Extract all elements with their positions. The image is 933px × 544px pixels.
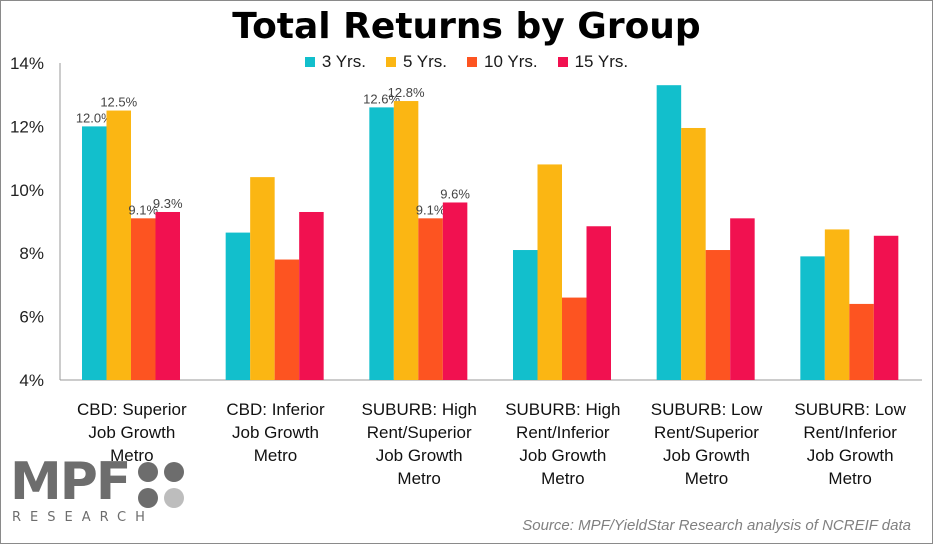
y-tick-label: 12% (10, 117, 44, 136)
x-category-label: Metro (397, 469, 440, 488)
chart-title: Total Returns by Group (232, 6, 701, 47)
legend-label-5yrs: 5 Yrs. (402, 52, 448, 71)
x-category-label: Rent/Superior (367, 423, 472, 442)
x-category-label: Metro (541, 469, 584, 488)
y-tick-label: 8% (19, 244, 44, 263)
legend-label-3yrs: 3 Yrs. (321, 52, 366, 71)
legend-item-15yrs: 15 Yrs. (557, 52, 629, 72)
data-label: 12.0% (76, 110, 113, 125)
x-category-label: CBD: Inferior (226, 400, 325, 419)
legend-swatch-15yrs (557, 57, 568, 67)
bar-5yrs (537, 164, 562, 380)
mpf-research-logo: MPF RESEARCH (8, 452, 198, 530)
bar-15yrs (586, 226, 611, 380)
legend-swatch-10yrs (467, 57, 478, 67)
bar-15yrs (155, 211, 180, 380)
legend-label-10yrs: 10 Yrs. (484, 52, 538, 71)
y-tick-label: 10% (10, 181, 44, 200)
chart-legend: 3 Yrs. 5 Yrs. 10 Yrs. 15 Yrs. (0, 52, 933, 72)
x-category-label: SUBURB: High (505, 400, 620, 419)
x-category-label: Job Growth (88, 423, 175, 442)
bar-3yrs (656, 85, 682, 380)
x-category-label: Job Growth (807, 446, 894, 465)
bar-15yrs (299, 211, 324, 380)
bar-3yrs (800, 256, 825, 380)
bar-10yrs (849, 303, 874, 380)
data-label: 12.5% (100, 95, 137, 110)
data-label: 9.3% (153, 196, 183, 211)
y-tick-label: 6% (19, 308, 44, 327)
x-category-label: Metro (828, 469, 871, 488)
data-label: 9.6% (440, 186, 470, 201)
bar-5yrs (106, 110, 131, 381)
bar-5yrs (824, 229, 850, 380)
x-category-label: Rent/Inferior (803, 423, 897, 442)
x-category-label: Metro (110, 446, 153, 465)
data-label: 12.8% (388, 85, 425, 100)
logo-sub: RESEARCH (12, 510, 154, 525)
x-category-label: Metro (254, 446, 297, 465)
bar-15yrs (730, 218, 755, 380)
bar-10yrs (562, 297, 587, 380)
data-label: 9.1% (128, 202, 158, 217)
x-category-label: Rent/Superior (654, 423, 759, 442)
legend-item-5yrs: 5 Yrs. (385, 52, 448, 72)
bar-10yrs (705, 250, 731, 380)
legend-item-3yrs: 3 Yrs. (304, 52, 366, 72)
x-category-label: Job Growth (663, 446, 750, 465)
bar-10yrs (131, 218, 156, 380)
data-label: 12.6% (363, 91, 400, 106)
x-category-label: Metro (685, 469, 728, 488)
legend-label-15yrs: 15 Yrs. (574, 52, 629, 71)
logo-dots-icon (138, 462, 184, 508)
x-category-label: Job Growth (519, 446, 606, 465)
x-category-label: SUBURB: Low (794, 400, 906, 419)
logo-main: MPF (10, 452, 131, 512)
x-category-label: SUBURB: High (362, 400, 477, 419)
y-tick-label: 14% (10, 54, 44, 73)
x-category-label: Rent/Inferior (516, 423, 610, 442)
legend-item-10yrs: 10 Yrs. (467, 52, 538, 72)
source-note: Source: MPF/YieldStar Research analysis … (522, 517, 911, 534)
y-tick-label: 4% (19, 371, 44, 390)
x-category-label: Job Growth (376, 446, 463, 465)
legend-swatch-3yrs (304, 57, 315, 67)
bar-3yrs (82, 126, 107, 381)
bar-5yrs (681, 127, 706, 380)
bar-3yrs (513, 250, 538, 380)
bar-5yrs (393, 101, 419, 380)
legend-swatch-5yrs (385, 57, 396, 67)
bar-10yrs (274, 259, 300, 380)
bar-15yrs (442, 202, 468, 380)
data-label: 9.1% (416, 202, 446, 217)
bar-5yrs (250, 177, 275, 380)
x-category-label: CBD: Superior (77, 400, 187, 419)
bar-15yrs (873, 235, 899, 380)
bar-3yrs (225, 232, 251, 380)
x-category-label: SUBURB: Low (651, 400, 763, 419)
bar-10yrs (418, 218, 443, 380)
x-category-label: Job Growth (232, 423, 319, 442)
bar-3yrs (369, 107, 394, 380)
